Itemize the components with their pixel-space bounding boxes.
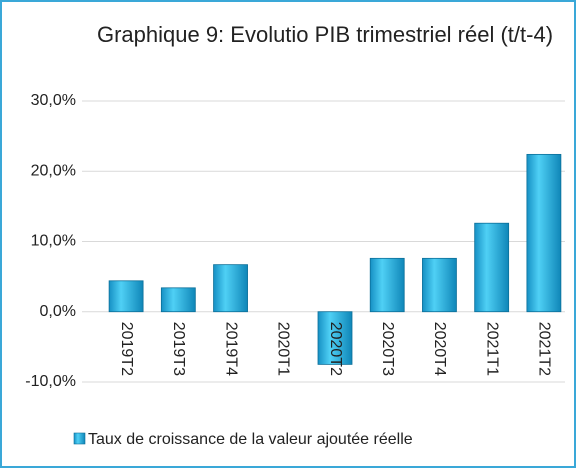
- bar: [317, 311, 353, 365]
- bar: [213, 264, 248, 313]
- bar: [422, 257, 457, 313]
- bar: [526, 153, 562, 313]
- legend-label: Taux de croissance de la valeur ajoutée …: [88, 431, 413, 448]
- chart-title: Graphique 9: Evolutio PIB trimestriel ré…: [96, 22, 554, 47]
- x-tick-label: 2019T2: [118, 322, 135, 376]
- x-tick-label: 2020T3: [379, 322, 396, 376]
- x-tick-label: 2019T4: [222, 322, 239, 376]
- x-tick-label: 2019T3: [170, 322, 187, 376]
- bar: [108, 280, 144, 313]
- y-tick-label: 30,0%: [31, 92, 76, 109]
- x-tick-label: 2021T1: [483, 322, 500, 376]
- y-tick-label: 10,0%: [31, 233, 76, 250]
- legend-swatch: [73, 432, 86, 445]
- bar: [474, 222, 510, 313]
- y-tick-label: -10,0%: [25, 373, 76, 390]
- bar: [369, 257, 405, 313]
- x-tick-label: 2021T2: [536, 322, 553, 376]
- bar: [160, 287, 196, 313]
- x-tick-label: 2020T2: [327, 322, 344, 376]
- x-tick-label: 2020T4: [431, 322, 448, 376]
- x-tick-label: 2020T1: [275, 322, 292, 376]
- y-tick-label: 0,0%: [40, 303, 76, 320]
- y-tick-label: 20,0%: [31, 162, 76, 179]
